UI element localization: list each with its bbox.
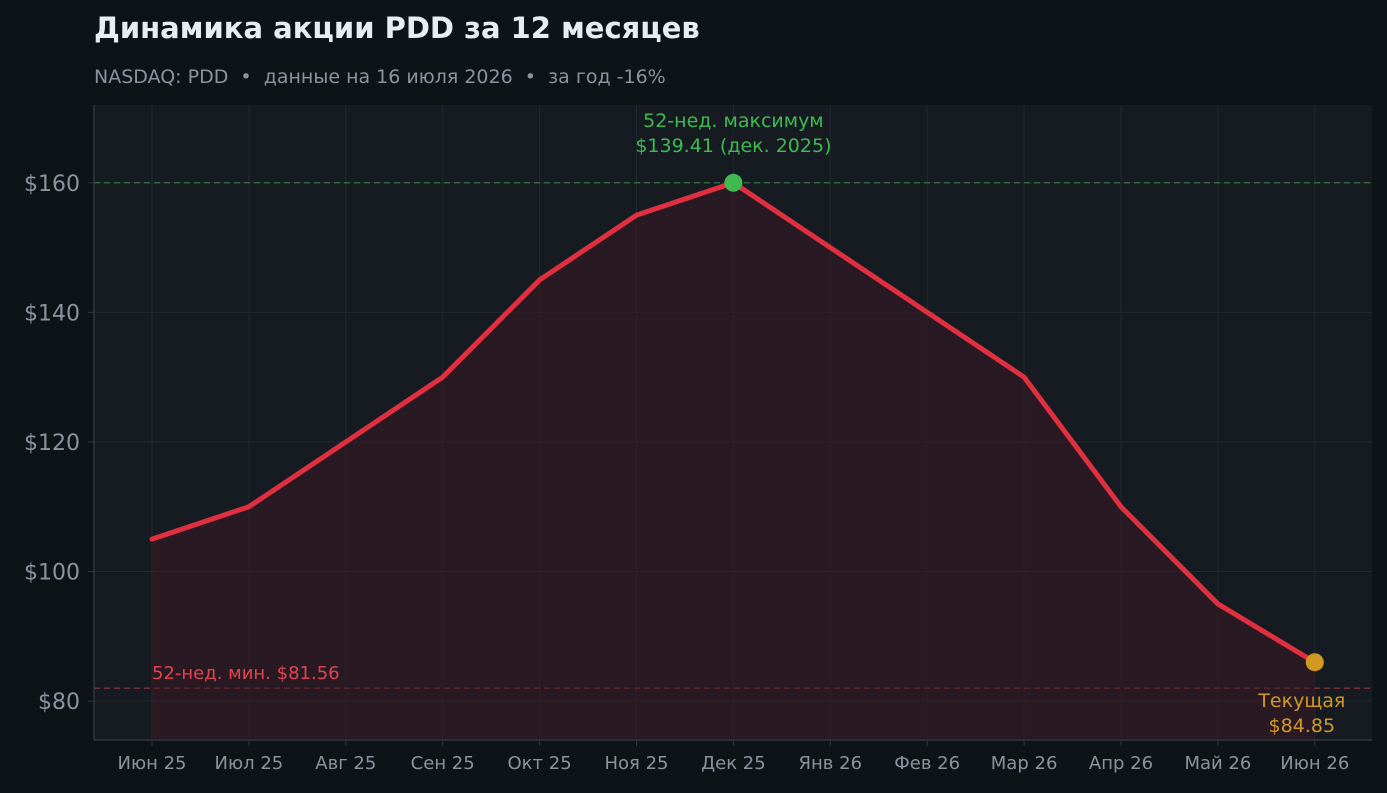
- x-tick-label: Мар 26: [991, 753, 1058, 774]
- y-tick-label: $140: [24, 301, 80, 326]
- chart-subtitle: NASDAQ: PDD • данные на 16 июля 2026 • з…: [94, 66, 666, 88]
- high-marker: [724, 173, 743, 192]
- current-annotation-value: $84.85: [1269, 715, 1335, 737]
- chart-title: Динамика акции PDD за 12 месяцев: [94, 11, 700, 45]
- price-series: [94, 173, 1372, 740]
- x-tick-label: Май 26: [1184, 753, 1251, 774]
- x-tick-label: Авг 25: [315, 753, 376, 774]
- y-tick-label: $80: [38, 690, 80, 715]
- x-tick-label: Дек 25: [701, 753, 766, 774]
- y-tick-label: $100: [24, 561, 80, 586]
- axes: $80 $100 $120 $140 $160 Июн 25 Июл 25 Авг 25 Сен…: [24, 105, 1372, 774]
- x-tick-label: Янв 26: [799, 753, 863, 774]
- high-annotation-title: 52-нед. максимум: [643, 110, 824, 132]
- price-area-fill: [152, 182, 1315, 740]
- x-tick-label: Фев 26: [894, 753, 960, 774]
- current-marker: [1305, 653, 1324, 672]
- y-tick-label: $160: [24, 172, 80, 197]
- x-tick-label: Июл 25: [215, 753, 284, 774]
- x-tick-label: Окт 25: [508, 753, 572, 774]
- low-annotation: 52-нед. мин. $81.56: [152, 663, 340, 684]
- x-tick-label: Июн 26: [1280, 753, 1349, 774]
- high-annotation-value: $139.41 (дек. 2025): [635, 135, 831, 157]
- x-tick-label: Сен 25: [411, 753, 475, 774]
- x-tick-label: Июн 25: [117, 753, 186, 774]
- y-tick-label: $120: [24, 431, 80, 456]
- x-tick-label: Ноя 25: [604, 753, 668, 774]
- annotations: 52-нед. максимум $139.41 (дек. 2025) 52-…: [152, 110, 1345, 737]
- current-annotation-title: Текущая: [1257, 690, 1345, 712]
- x-tick-label: Апр 26: [1089, 753, 1153, 774]
